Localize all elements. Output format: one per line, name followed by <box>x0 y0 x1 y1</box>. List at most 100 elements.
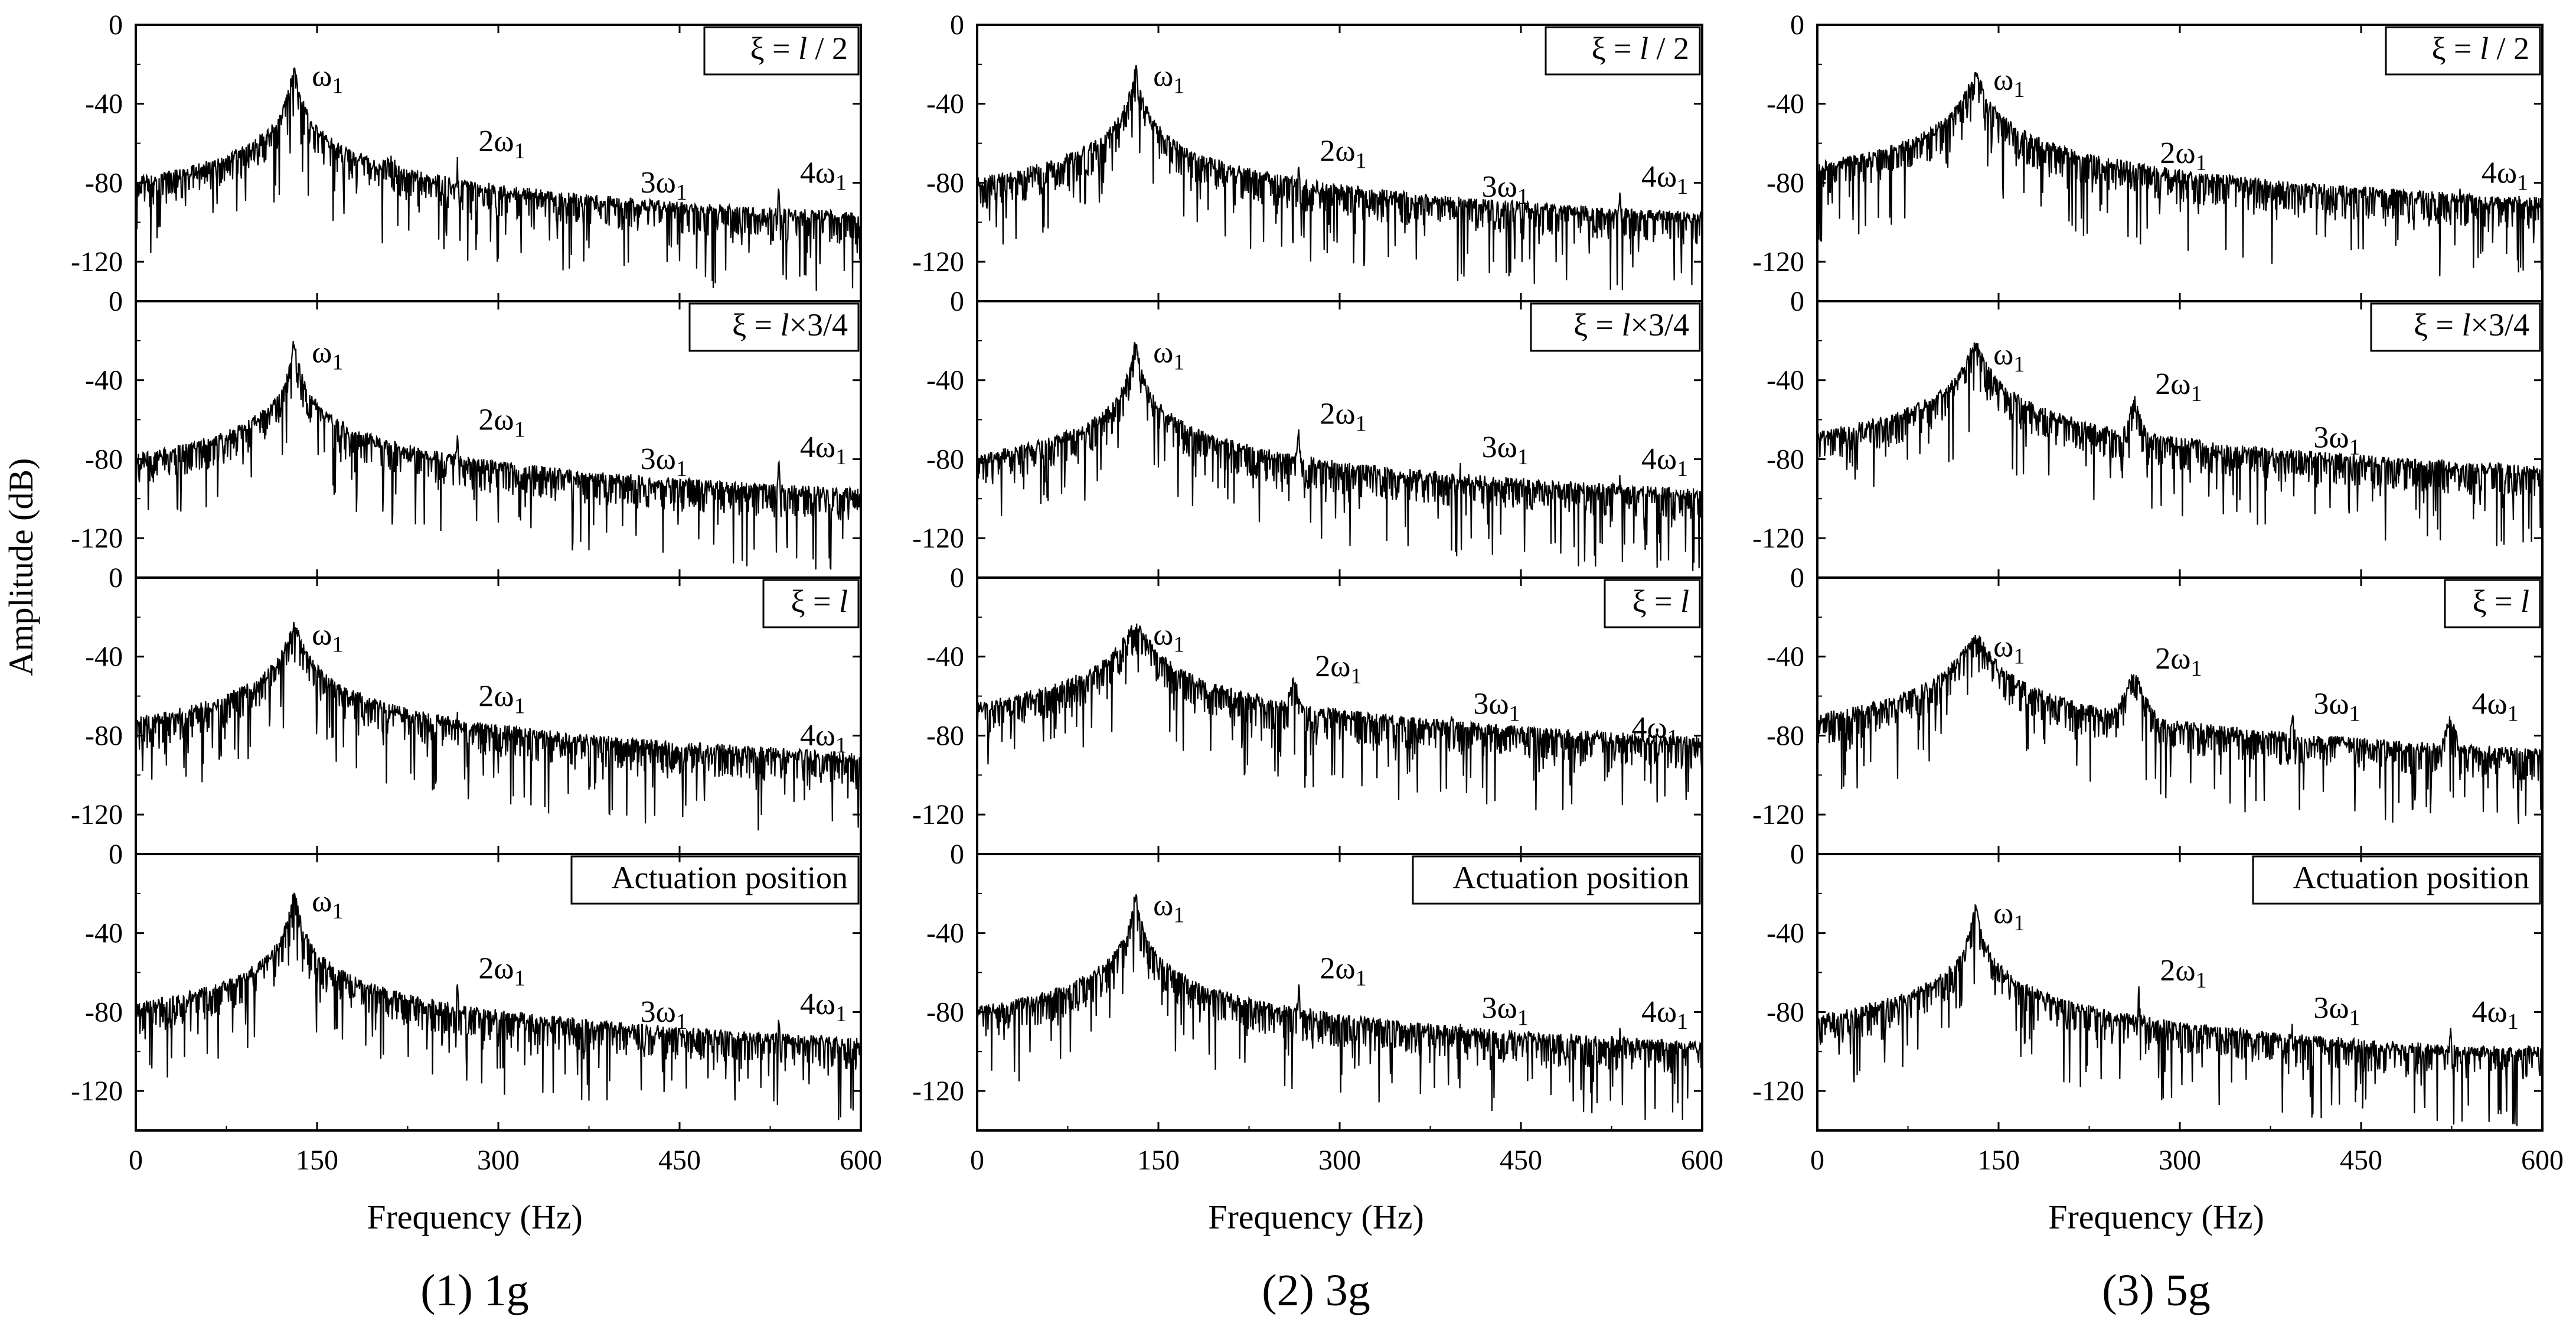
y-tick-label: -120 <box>1752 246 1804 278</box>
y-tick-label: 0 <box>1790 562 1804 594</box>
panel-2: 0 -40 -80 -120 ξ = l×3/4 ω1 2ω1 3ω1 4ω1 <box>912 286 1703 579</box>
legend-box <box>2444 579 2541 628</box>
peak-label: 2ω1 <box>2160 954 2206 993</box>
y-tick-label: -120 <box>71 799 123 830</box>
legend-box <box>1412 855 1701 905</box>
peak-label: 4ω1 <box>2471 995 2518 1034</box>
y-tick-label: -40 <box>926 641 964 673</box>
peak-label: 2ω1 <box>478 679 525 718</box>
x-tick-label: 0 <box>1810 1145 1824 1176</box>
y-tick-label: -40 <box>85 918 123 949</box>
spectrum-line <box>135 341 862 570</box>
x-tick-label: 150 <box>1137 1145 1180 1176</box>
y-tick-label: -120 <box>912 246 964 278</box>
spectrum-line <box>135 892 862 1120</box>
peak-label: ω1 <box>312 60 343 99</box>
peak-label: 4ω1 <box>800 156 847 195</box>
peak-label: ω1 <box>1993 338 2025 377</box>
y-tick-label: -40 <box>926 918 964 949</box>
y-tick-label: 0 <box>950 562 964 594</box>
y-tick-label: -80 <box>926 167 964 198</box>
peak-label: ω1 <box>1993 63 2025 102</box>
peak-label: ω1 <box>1153 618 1184 657</box>
peak-label: 4ω1 <box>1631 711 1678 750</box>
legend-label: ξ = l <box>791 584 848 619</box>
legend-label: ξ = l <box>2472 584 2529 619</box>
legend-box <box>1530 302 1701 352</box>
y-tick-label: 0 <box>1790 286 1804 317</box>
legend-box <box>688 302 860 352</box>
legend-label: ξ = l / 2 <box>1591 31 1689 66</box>
peak-label: ω1 <box>312 885 343 924</box>
x-tick-label: 450 <box>658 1145 701 1176</box>
legend-label: Actuation position <box>2293 860 2529 895</box>
x-tick-label: 450 <box>1500 1145 1542 1176</box>
x-axis-label: Frequency (Hz) <box>1208 1198 1424 1236</box>
legend-box <box>703 26 860 76</box>
peak-label: 3ω1 <box>2313 421 2360 460</box>
y-tick-label: -40 <box>85 89 123 120</box>
y-tick-label: -120 <box>912 799 964 830</box>
x-tick-label: 300 <box>2159 1145 2201 1176</box>
y-tick-label: 0 <box>109 562 123 594</box>
y-tick-label: -40 <box>1767 918 1804 949</box>
peak-label: 3ω1 <box>1473 687 1520 726</box>
y-tick-label: -120 <box>1752 799 1804 830</box>
spectrum-line <box>976 623 1703 811</box>
legend-label: Actuation position <box>612 860 848 895</box>
spectrum-line <box>1816 904 2544 1126</box>
panel-1: 0 -40 -80 -120 ξ = l / 2 ω1 2ω1 4ω1 <box>1752 9 2544 302</box>
y-tick-label: 0 <box>109 839 123 870</box>
y-tick-label: 0 <box>950 286 964 317</box>
y-tick-label: 0 <box>950 839 964 870</box>
peak-label: 3ω1 <box>641 442 687 481</box>
legend-box <box>1604 579 1701 628</box>
spectrum-line <box>135 67 862 291</box>
peak-label: ω1 <box>1153 889 1184 928</box>
peak-label: 4ω1 <box>800 431 847 470</box>
x-axis-label: Frequency (Hz) <box>367 1198 583 1236</box>
y-tick-label: -80 <box>926 720 964 751</box>
peak-label: 4ω1 <box>800 988 847 1027</box>
peak-label: 4ω1 <box>800 719 847 758</box>
y-tick-label: -40 <box>85 365 123 396</box>
legend-label: ξ = l×3/4 <box>1573 307 1689 343</box>
y-tick-label: 0 <box>1790 839 1804 870</box>
peak-label: 3ω1 <box>1482 991 1529 1030</box>
spectrum-line <box>135 621 862 831</box>
legend-label: ξ = l / 2 <box>750 31 848 66</box>
x-tick-label: 600 <box>2521 1145 2564 1176</box>
peak-label: ω1 <box>1153 60 1184 99</box>
chart-caption: (3) 5g <box>2102 1266 2211 1315</box>
legend-label: ξ = l×3/4 <box>2414 307 2529 343</box>
peak-label: 2ω1 <box>478 125 525 164</box>
spectrum-line <box>976 342 1703 571</box>
y-tick-label: -120 <box>1752 1076 1804 1107</box>
peak-label: 4ω1 <box>2482 156 2528 195</box>
y-tick-label: -80 <box>85 720 123 751</box>
y-tick-label: 0 <box>1790 9 1804 41</box>
legend-box <box>570 855 860 905</box>
legend-box <box>2252 855 2541 905</box>
peak-label: 3ω1 <box>641 166 687 205</box>
x-tick-label: 0 <box>970 1145 984 1176</box>
peak-label: 4ω1 <box>1641 160 1688 199</box>
y-tick-label: -40 <box>926 89 964 120</box>
y-tick-label: -80 <box>926 996 964 1028</box>
peak-label: 4ω1 <box>1641 442 1688 481</box>
legend-label: ξ = l / 2 <box>2431 31 2529 66</box>
peak-label: 2ω1 <box>2155 367 2202 406</box>
peak-label: 3ω1 <box>2313 687 2360 726</box>
chart-3: 0 -40 -80 -120 ξ = l / 2 ω1 2ω1 4ω1 0 -40 -80 -120 ξ… <box>1752 9 2564 1315</box>
peak-label: 4ω1 <box>1641 995 1688 1034</box>
peak-label: 4ω1 <box>2471 687 2518 726</box>
x-tick-label: 150 <box>1977 1145 2020 1176</box>
y-tick-label: -80 <box>85 444 123 475</box>
x-tick-label: 0 <box>129 1145 143 1176</box>
spectrum-line <box>1816 71 2544 276</box>
y-tick-label: -80 <box>85 996 123 1028</box>
peak-label: ω1 <box>1993 630 2025 669</box>
legend-box <box>2385 26 2541 76</box>
legend-box <box>2370 302 2541 352</box>
y-tick-label: -80 <box>1767 996 1804 1028</box>
